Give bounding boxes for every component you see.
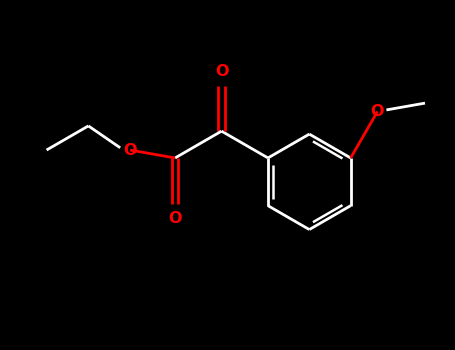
Text: O: O — [215, 63, 228, 78]
Text: O: O — [371, 104, 384, 119]
Text: O: O — [168, 211, 182, 226]
Text: O: O — [123, 142, 137, 158]
